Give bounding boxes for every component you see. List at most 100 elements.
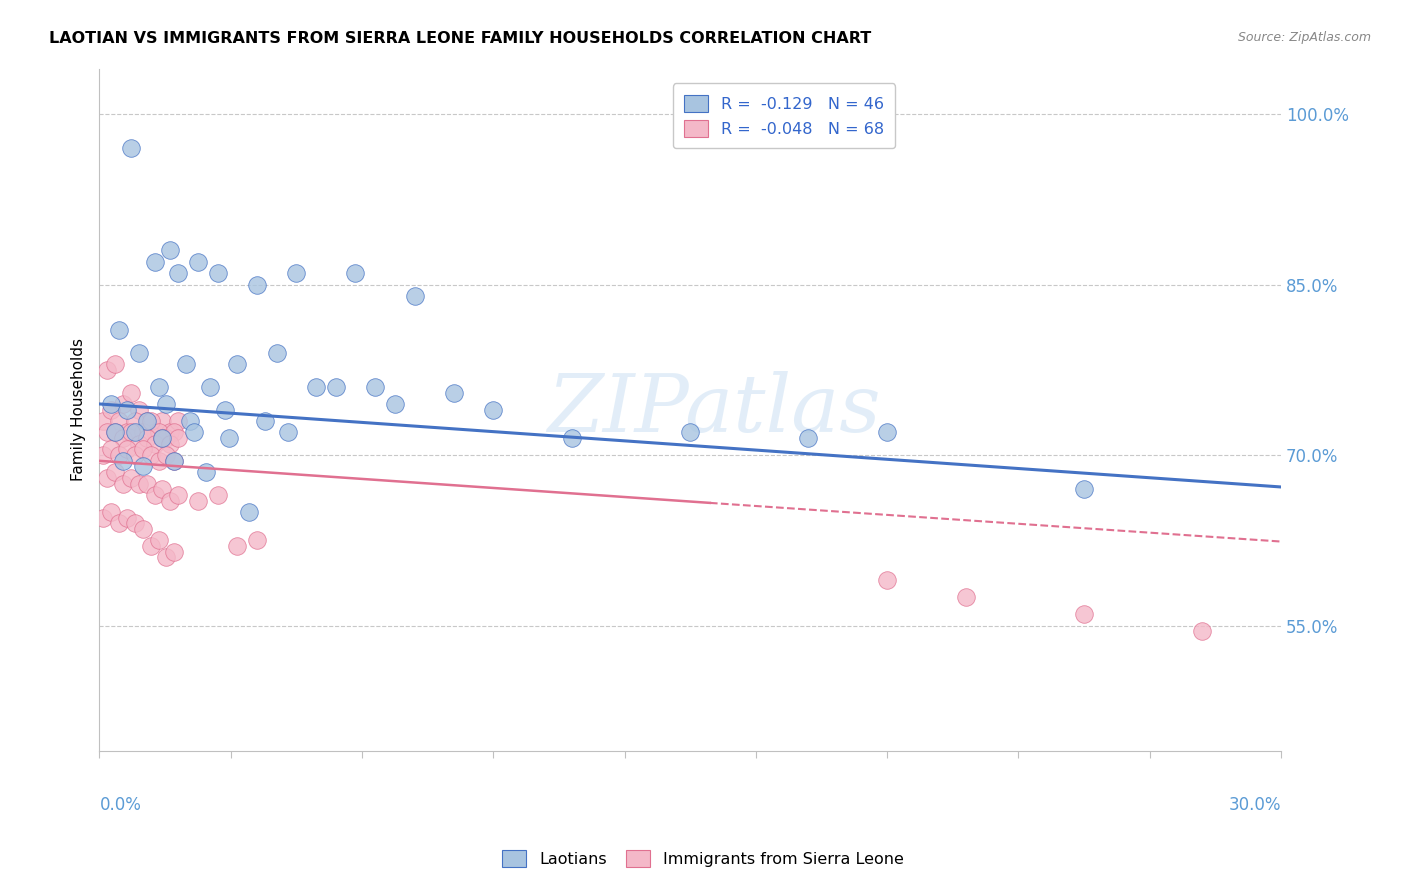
- Point: [115, 402, 138, 417]
- Point: [124, 516, 146, 531]
- Point: [132, 459, 155, 474]
- Point: [246, 533, 269, 548]
- Point: [128, 476, 150, 491]
- Point: [163, 454, 186, 468]
- Point: [238, 505, 260, 519]
- Point: [120, 471, 142, 485]
- Point: [404, 289, 426, 303]
- Point: [108, 516, 131, 531]
- Point: [163, 425, 186, 440]
- Text: 0.0%: 0.0%: [100, 797, 142, 814]
- Point: [955, 591, 977, 605]
- Point: [187, 493, 209, 508]
- Point: [143, 425, 166, 440]
- Text: ZIPatlas: ZIPatlas: [547, 371, 880, 449]
- Point: [1073, 607, 1095, 622]
- Point: [100, 505, 122, 519]
- Point: [96, 425, 118, 440]
- Point: [139, 539, 162, 553]
- Point: [104, 425, 127, 440]
- Point: [120, 385, 142, 400]
- Point: [876, 573, 898, 587]
- Point: [115, 425, 138, 440]
- Point: [148, 454, 170, 468]
- Point: [135, 431, 157, 445]
- Point: [104, 425, 127, 440]
- Point: [96, 363, 118, 377]
- Point: [253, 414, 276, 428]
- Point: [112, 431, 135, 445]
- Point: [120, 425, 142, 440]
- Point: [148, 533, 170, 548]
- Point: [155, 550, 177, 565]
- Point: [159, 493, 181, 508]
- Legend: Laotians, Immigrants from Sierra Leone: Laotians, Immigrants from Sierra Leone: [496, 844, 910, 873]
- Point: [152, 482, 174, 496]
- Point: [93, 510, 115, 524]
- Point: [218, 431, 240, 445]
- Point: [143, 255, 166, 269]
- Y-axis label: Family Households: Family Households: [72, 338, 86, 481]
- Point: [198, 380, 221, 394]
- Point: [152, 414, 174, 428]
- Point: [155, 431, 177, 445]
- Point: [132, 442, 155, 457]
- Point: [143, 488, 166, 502]
- Point: [167, 414, 190, 428]
- Point: [104, 465, 127, 479]
- Point: [214, 402, 236, 417]
- Point: [100, 442, 122, 457]
- Point: [163, 545, 186, 559]
- Point: [135, 476, 157, 491]
- Point: [96, 471, 118, 485]
- Point: [194, 465, 217, 479]
- Point: [115, 510, 138, 524]
- Point: [93, 414, 115, 428]
- Point: [344, 266, 367, 280]
- Point: [159, 244, 181, 258]
- Point: [132, 425, 155, 440]
- Point: [167, 488, 190, 502]
- Point: [104, 357, 127, 371]
- Point: [183, 425, 205, 440]
- Point: [226, 539, 249, 553]
- Point: [124, 414, 146, 428]
- Point: [207, 488, 229, 502]
- Point: [305, 380, 328, 394]
- Point: [167, 266, 190, 280]
- Point: [246, 277, 269, 292]
- Text: 30.0%: 30.0%: [1229, 797, 1281, 814]
- Point: [115, 442, 138, 457]
- Point: [112, 397, 135, 411]
- Point: [152, 431, 174, 445]
- Point: [364, 380, 387, 394]
- Point: [100, 397, 122, 411]
- Point: [155, 397, 177, 411]
- Point: [163, 454, 186, 468]
- Text: Source: ZipAtlas.com: Source: ZipAtlas.com: [1237, 31, 1371, 45]
- Point: [482, 402, 505, 417]
- Point: [207, 266, 229, 280]
- Point: [93, 448, 115, 462]
- Point: [174, 357, 197, 371]
- Point: [112, 476, 135, 491]
- Point: [266, 346, 288, 360]
- Point: [384, 397, 406, 411]
- Point: [148, 425, 170, 440]
- Point: [159, 425, 181, 440]
- Point: [325, 380, 347, 394]
- Point: [108, 448, 131, 462]
- Point: [100, 402, 122, 417]
- Point: [1191, 624, 1213, 639]
- Point: [443, 385, 465, 400]
- Point: [167, 431, 190, 445]
- Point: [155, 448, 177, 462]
- Point: [139, 414, 162, 428]
- Point: [226, 357, 249, 371]
- Point: [128, 402, 150, 417]
- Point: [128, 346, 150, 360]
- Point: [277, 425, 299, 440]
- Point: [148, 380, 170, 394]
- Point: [679, 425, 702, 440]
- Point: [132, 522, 155, 536]
